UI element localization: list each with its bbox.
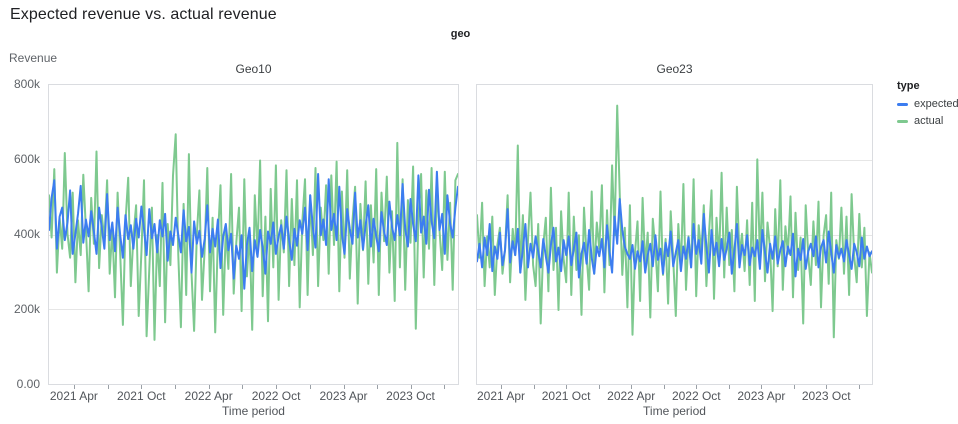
- x-tick-label: 2023 Oct: [386, 389, 435, 403]
- x-tick-mark: [276, 385, 278, 389]
- x-tick-label: 2021 Oct: [541, 389, 591, 403]
- expected-line-swatch-icon: [897, 102, 908, 106]
- x-tick-mark: [343, 385, 345, 389]
- x-tick-mark: [598, 385, 600, 389]
- actual-line-swatch-icon: [897, 119, 908, 123]
- x-tick-mark: [533, 385, 535, 389]
- chart-title: Expected revenue vs. actual revenue: [10, 6, 277, 23]
- y-tick-label: 400k: [13, 227, 40, 241]
- y-tick-label: 0.00: [16, 377, 40, 391]
- x-tick-mark: [696, 385, 698, 389]
- x-tick-label: 2021 Apr: [49, 389, 98, 403]
- x-tick-label: 2023 Oct: [801, 389, 851, 403]
- x-tick-mark: [858, 385, 860, 389]
- x-axis-title: Time period: [222, 404, 285, 418]
- x-tick-label: 2021 Oct: [116, 389, 166, 403]
- chart-panel-geo23[interactable]: [476, 84, 873, 385]
- legend-title: type: [897, 80, 920, 92]
- x-tick-mark: [501, 385, 502, 389]
- x-tick-mark: [761, 385, 763, 389]
- legend: type expected actual: [897, 80, 958, 132]
- x-tick-label: 2022 Oct: [251, 389, 301, 403]
- facet-title-geo10: Geo10: [235, 62, 272, 76]
- x-tick-mark: [826, 385, 828, 389]
- facet-field-label: geo: [450, 28, 471, 40]
- line-expected[interactable]: [477, 198, 872, 279]
- chart-panel-geo10[interactable]: [48, 84, 459, 385]
- line-actual[interactable]: [477, 104, 872, 339]
- x-tick-mark: [175, 385, 176, 389]
- x-tick-mark: [444, 385, 446, 389]
- x-tick-mark: [141, 385, 143, 389]
- y-tick-label: 600k: [13, 152, 40, 166]
- legend-item-actual: actual: [897, 115, 957, 127]
- facet-title-geo23: Geo23: [656, 62, 693, 76]
- x-tick-mark: [728, 385, 730, 389]
- x-axis-title: Time period: [643, 404, 706, 418]
- y-axis-title: Revenue: [9, 51, 58, 65]
- plot-area-geo23[interactable]: [477, 85, 872, 384]
- y-tick-label: 800k: [13, 77, 40, 91]
- x-tick-mark: [107, 385, 109, 389]
- legend-item-expected: expected: [897, 98, 958, 110]
- x-tick-label: 2023 Apr: [319, 389, 368, 403]
- x-tick-mark: [208, 385, 210, 389]
- x-tick-mark: [73, 385, 75, 389]
- x-tick-label: 2022 Apr: [607, 389, 656, 403]
- y-tick-label: 200k: [13, 302, 40, 316]
- x-tick-mark: [566, 385, 568, 389]
- x-tick-mark: [631, 385, 633, 389]
- x-tick-mark: [309, 385, 311, 389]
- x-tick-mark: [410, 385, 412, 389]
- plot-area-geo10[interactable]: [49, 85, 458, 384]
- x-tick-mark: [242, 385, 244, 389]
- x-tick-label: 2021 Apr: [476, 389, 526, 403]
- x-tick-label: 2023 Apr: [737, 389, 786, 403]
- legend-label: expected: [914, 98, 958, 110]
- x-tick-label: 2022 Oct: [671, 389, 721, 403]
- x-tick-mark: [793, 385, 795, 389]
- x-tick-mark: [663, 385, 665, 389]
- x-tick-mark: [376, 385, 378, 389]
- line-expected[interactable]: [49, 170, 458, 290]
- legend-label: actual: [914, 115, 944, 127]
- x-tick-label: 2022 Apr: [184, 389, 233, 403]
